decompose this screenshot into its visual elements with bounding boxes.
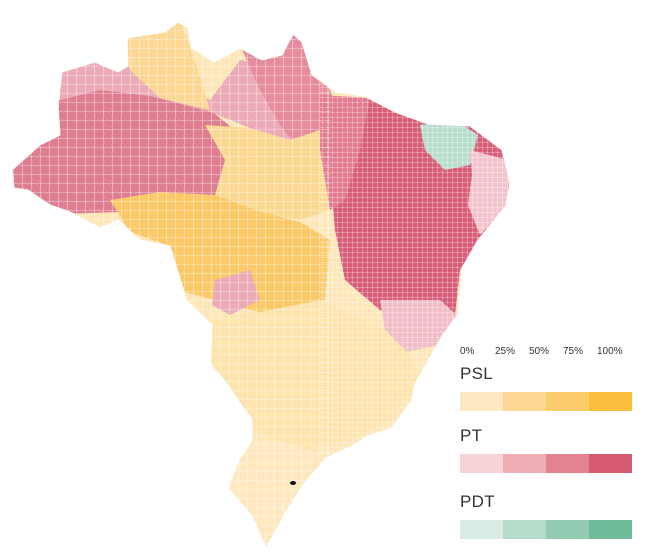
legend-swatch-0-25 (460, 454, 503, 473)
legend-scale-100: 100% (597, 346, 623, 357)
legend-swatch-75-100 (589, 520, 632, 539)
legend-scale-50: 50% (529, 346, 550, 357)
municipality-borders (12, 22, 330, 548)
legend-swatch-50-75 (546, 454, 589, 473)
legend-swatch-0-25 (460, 520, 503, 539)
legend-swatch-75-100 (589, 454, 632, 473)
legend-swatches (460, 520, 632, 539)
legend-party-psl: PSL (460, 364, 632, 411)
legend-swatches (460, 454, 632, 473)
legend-swatch-0-25 (460, 392, 503, 411)
legend-party-name: PSL (460, 364, 494, 383)
legend-swatch-25-50 (503, 392, 546, 411)
legend-swatch-25-50 (503, 520, 546, 539)
legend-scale-0: 0% (460, 346, 475, 357)
legend-swatch-25-50 (503, 454, 546, 473)
municipality-borders-fine (320, 22, 510, 548)
legend-party-name: PT (460, 426, 483, 445)
legend-scale-25: 25% (495, 346, 516, 357)
lagoa-dos-patos-marker (290, 481, 296, 485)
legend-scale-75: 75% (563, 346, 584, 357)
legend-swatches (460, 392, 632, 411)
legend-party-name: PDT (460, 492, 495, 511)
legend-swatch-50-75 (546, 520, 589, 539)
legend-swatch-75-100 (589, 392, 632, 411)
legend-party-pt: PT (460, 426, 632, 473)
country-outline (11, 21, 511, 550)
legend-party-pdt: PDT (460, 492, 632, 539)
legend-swatch-50-75 (546, 392, 589, 411)
